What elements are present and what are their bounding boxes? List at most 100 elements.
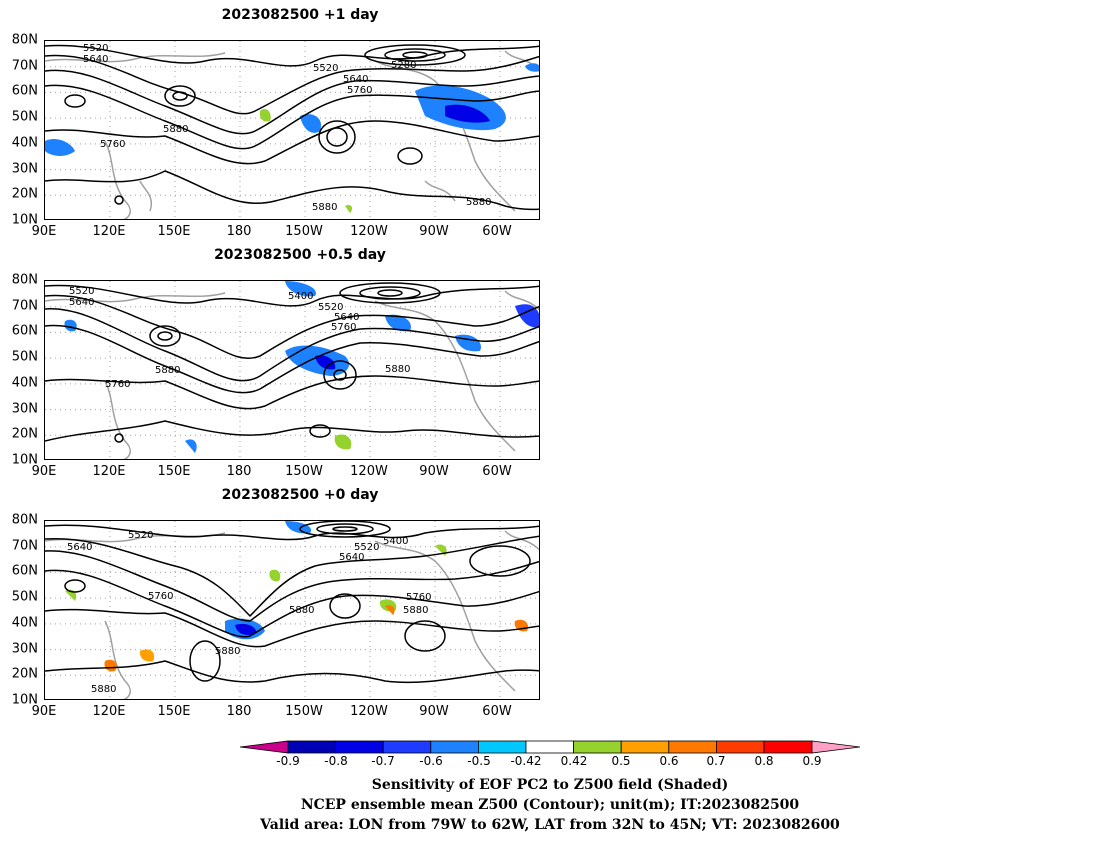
panel-plus-1-day: 2023082500 +1 day	[0, 0, 560, 240]
colorbar-tick: -0.42	[510, 754, 542, 768]
colorbar-cell	[763, 740, 813, 754]
colorbar	[240, 740, 860, 754]
panel-plus-0-5-day: 2023082500 +0.5 day	[0, 240, 560, 480]
lon-label: 180	[226, 704, 252, 719]
colorbar-cell	[620, 740, 670, 754]
lat-label: 40N	[11, 375, 38, 391]
caption-valid-area: Valid area: LON from 79W to 62W, LAT fro…	[260, 817, 840, 833]
contour-label: 5520	[69, 286, 94, 297]
contour-label: 5880	[155, 365, 180, 376]
map-frame: 5520 5640 5400 5520 5640 5760 5880 5760 …	[44, 280, 540, 460]
colorbar-cell	[335, 740, 384, 754]
colorbar-tick: 0.7	[706, 754, 726, 768]
contour-label: 5760	[331, 322, 356, 333]
map-svg: 5520 5640 5400 5520 5640 5760 5880 5760 …	[45, 281, 539, 459]
lon-label: 90E	[31, 464, 57, 479]
contour-label: 5520	[83, 43, 108, 54]
lat-label: 40N	[11, 135, 38, 151]
caption-contour: NCEP ensemble mean Z500 (Contour); unit(…	[300, 797, 800, 813]
colorbar-tick: -0.5	[467, 754, 491, 768]
contour-labels: 5520 5640 5520 5640 5760 5280 5880 5760 …	[83, 43, 491, 213]
colorbar-cell	[287, 740, 336, 754]
contour-label: 5880	[163, 124, 188, 135]
lat-label: 10N	[11, 692, 38, 708]
contour-label: 5520	[128, 530, 153, 541]
lat-label: 50N	[11, 349, 38, 365]
lon-label: 120E	[92, 464, 126, 479]
contour-label: 5280	[391, 60, 416, 71]
map-frame: 5520 5640 5520 5640 5760 5280 5880 5760 …	[44, 40, 540, 220]
panel-title: 2023082500 +1 day	[221, 7, 379, 23]
contour-labels: 5520 5640 5400 5520 5640 5760 5880 5880 …	[67, 530, 431, 695]
colorbar-tick: 0.8	[754, 754, 774, 768]
lat-label: 80N	[11, 32, 38, 48]
lon-label: 150W	[285, 224, 323, 239]
contour-label: 5520	[313, 63, 338, 74]
lon-label: 150E	[157, 704, 191, 719]
panel-title: 2023082500 +0 day	[221, 487, 379, 503]
lon-label: 90E	[31, 704, 57, 719]
lat-label: 10N	[11, 452, 38, 468]
colorbar-right-arrow	[811, 740, 860, 754]
lat-label: 70N	[11, 538, 38, 554]
contour-label: 5880	[466, 197, 491, 208]
map-frame: 5520 5640 5400 5520 5640 5760 5880 5880 …	[44, 520, 540, 700]
lon-label: 120E	[92, 224, 126, 239]
lon-label: 60W	[482, 704, 512, 719]
colorbar-cell	[573, 740, 622, 754]
contour-label: 5640	[83, 54, 108, 65]
lon-label: 150W	[285, 464, 323, 479]
contour-label: 5520	[354, 542, 379, 553]
contour-label: 5640	[334, 312, 359, 323]
colorbar-cell	[668, 740, 717, 754]
lon-label: 180	[226, 224, 252, 239]
z500-contours	[45, 44, 539, 211]
lon-label: 90E	[31, 224, 57, 239]
lat-label: 30N	[11, 401, 38, 417]
lat-label: 70N	[11, 298, 38, 314]
colorbar-tick: -0.9	[276, 754, 300, 768]
lat-label: 50N	[11, 109, 38, 125]
contour-label: 5760	[100, 139, 125, 150]
lat-label: 20N	[11, 186, 38, 202]
map-svg: 5520 5640 5400 5520 5640 5760 5880 5880 …	[45, 521, 539, 699]
lon-label: 150E	[157, 224, 191, 239]
lon-label: 120W	[350, 704, 388, 719]
lon-label: 120E	[92, 704, 126, 719]
lat-label: 30N	[11, 161, 38, 177]
contour-label: 5640	[67, 542, 92, 553]
contour-label: 5400	[383, 536, 408, 547]
lat-label: 10N	[11, 212, 38, 228]
lat-label: 60N	[11, 563, 38, 579]
lon-label: 150E	[157, 464, 191, 479]
colorbar-tick: -0.8	[324, 754, 348, 768]
panel-plus-0-day: 2023082500 +0 day	[0, 480, 560, 720]
colorbar-tick: -0.6	[419, 754, 443, 768]
colorbar-cell	[715, 740, 765, 754]
lat-label: 70N	[11, 58, 38, 74]
contour-label: 5880	[312, 202, 337, 213]
colorbar-cell	[430, 740, 479, 754]
contour-label: 5880	[215, 646, 240, 657]
contour-label: 5760	[105, 379, 130, 390]
colorbar-tick: 0.6	[659, 754, 679, 768]
contour-label: 5640	[343, 74, 368, 85]
lat-label: 80N	[11, 272, 38, 288]
contour-label: 5760	[347, 85, 372, 96]
lon-label: 180	[226, 464, 252, 479]
colorbar-cell	[382, 740, 432, 754]
contour-label: 5880	[91, 684, 116, 695]
colorbar-tick: 0.5	[611, 754, 631, 768]
panel-title: 2023082500 +0.5 day	[214, 247, 386, 263]
colorbar-tick: 0.9	[802, 754, 822, 768]
contour-label: 5880	[289, 605, 314, 616]
lat-label: 40N	[11, 615, 38, 631]
contour-labels: 5520 5640 5400 5520 5640 5760 5880 5760 …	[69, 286, 410, 390]
colorbar-cell	[525, 740, 574, 754]
lat-label: 80N	[11, 512, 38, 528]
lon-label: 60W	[482, 224, 512, 239]
lon-label: 150W	[285, 704, 323, 719]
shading	[45, 63, 539, 213]
z500-contours	[45, 521, 539, 684]
colorbar-cell	[477, 740, 527, 754]
